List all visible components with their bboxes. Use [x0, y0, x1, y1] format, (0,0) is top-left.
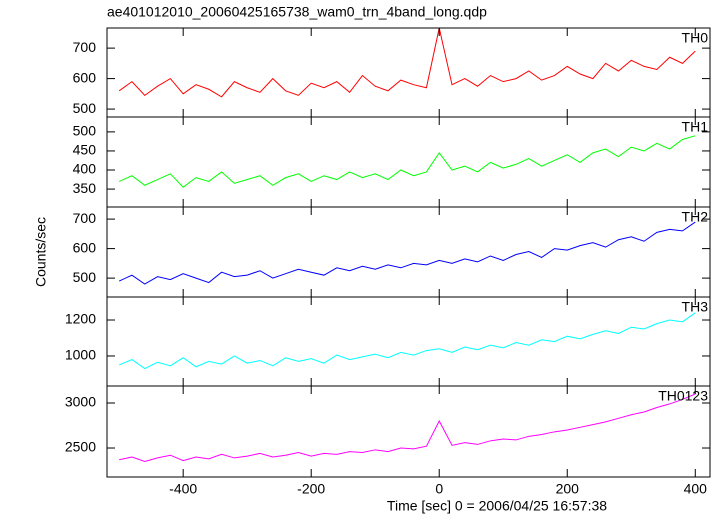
panel-frame — [106, 296, 711, 387]
x-tick-label: -400 — [169, 481, 197, 497]
y-tick-label: 600 — [73, 69, 97, 85]
y-tick-label: 1200 — [65, 311, 96, 327]
data-line — [118, 312, 696, 370]
panel-label: TH2 — [682, 209, 709, 225]
panel-frame — [106, 206, 711, 298]
data-line — [118, 28, 696, 98]
y-tick-label: 350 — [73, 180, 97, 196]
chart-title: ae401012010_20060425165738_wam0_trn_4ban… — [107, 4, 487, 20]
panel-frame — [106, 385, 711, 478]
y-tick-label: 600 — [73, 239, 97, 255]
panel-label: TH1 — [682, 119, 709, 135]
x-tick-label: 0 — [435, 481, 443, 497]
y-tick-label: 3000 — [65, 394, 96, 410]
y-tick-label: 700 — [73, 39, 97, 55]
data-line — [118, 135, 696, 188]
panel-label: TH0123 — [658, 388, 708, 404]
y-tick-label: 500 — [73, 123, 97, 139]
y-tick-label: 2500 — [65, 439, 96, 455]
data-line — [118, 221, 696, 285]
panel-frame — [106, 27, 711, 118]
y-tick-label: 450 — [73, 142, 97, 158]
data-line — [119, 393, 696, 463]
y-tick-label: 400 — [73, 161, 97, 177]
x-tick-label: 400 — [684, 481, 708, 497]
x-tick-label: 200 — [556, 481, 580, 497]
y-tick-label: 1000 — [65, 347, 96, 363]
y-tick-label: 500 — [73, 100, 97, 116]
x-tick-label: -200 — [297, 481, 325, 497]
panel-label: TH3 — [682, 299, 709, 315]
x-axis-label: Time [sec] 0 = 2006/04/25 16:57:38 — [387, 498, 607, 514]
y-tick-label: 500 — [73, 269, 97, 285]
panel-frame — [106, 116, 711, 208]
y-axis-label: Counts/sec — [33, 217, 49, 287]
panel-label: TH0 — [682, 30, 709, 46]
y-tick-label: 700 — [73, 210, 97, 226]
